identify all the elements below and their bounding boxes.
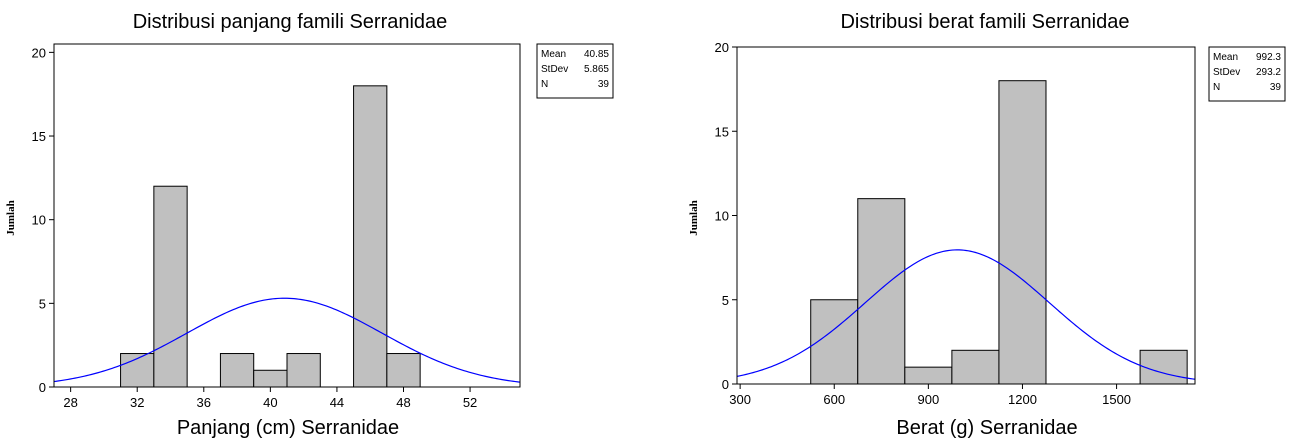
histogram-bar [219, 353, 255, 388]
stat-label: StDev [541, 64, 568, 75]
x-tick-label: 40 [263, 395, 277, 410]
x-axis-label: Panjang (cm) Serranidae [177, 417, 399, 439]
histogram-bar [253, 369, 288, 388]
chart-title: Distribusi berat famili Serranidae [840, 11, 1129, 33]
stat-label: StDev [1213, 67, 1240, 78]
histogram-bar [857, 198, 906, 385]
x-tick-label: 900 [918, 392, 940, 407]
y-axis: 0 5 10 15 20 [32, 45, 54, 395]
y-tick-label: 0 [722, 377, 729, 392]
stat-value: 992.3 [1256, 52, 1281, 63]
histogram-bar [353, 85, 388, 388]
stat-value: 39 [598, 79, 610, 90]
normal-fit-curve [736, 249, 1196, 380]
stat-label: N [1213, 82, 1220, 93]
y-axis-label: Jumlah [688, 200, 700, 235]
chart-title: Distribusi panjang famili Serranidae [133, 11, 448, 33]
histogram-panjang: Distribusi panjang famili Serranidae Pan… [5, 11, 614, 439]
normal-fit-curve [53, 297, 521, 383]
stats-box [536, 43, 614, 99]
y-tick-label: 0 [39, 380, 46, 395]
y-tick-label: 10 [715, 209, 729, 224]
stat-label: N [541, 79, 548, 90]
y-tick-label: 15 [715, 124, 729, 139]
x-tick-label: 300 [729, 392, 751, 407]
x-tick-label: 600 [823, 392, 845, 407]
histogram-bar [386, 353, 421, 388]
y-tick-label: 20 [32, 45, 46, 60]
x-tick-label: 1500 [1102, 392, 1131, 407]
x-tick-label: 44 [330, 395, 344, 410]
stat-label: Mean [541, 49, 566, 60]
x-tick-label: 28 [63, 395, 77, 410]
stat-label: Mean [1213, 52, 1238, 63]
stat-value: 293.2 [1256, 67, 1281, 78]
x-tick-label: 36 [197, 395, 211, 410]
histogram-bar [904, 366, 953, 385]
histogram-bar [153, 185, 188, 388]
x-tick-label: 32 [130, 395, 144, 410]
x-tick-label: 48 [396, 395, 410, 410]
y-tick-label: 10 [32, 213, 46, 228]
histogram-bar [998, 80, 1047, 385]
histogram-bar [810, 299, 859, 385]
stats-legend: Mean 40.85 StDev 5.865 N 39 [536, 43, 614, 99]
x-tick-label: 1200 [1008, 392, 1037, 407]
y-axis: 0 5 10 15 20 [715, 40, 737, 392]
plot-frame [736, 46, 1196, 385]
stat-value: 5.865 [584, 64, 609, 75]
stat-value: 39 [1270, 82, 1282, 93]
chart-panel-panjang: Distribusi panjang famili Serranidae Pan… [5, 11, 614, 439]
y-tick-label: 5 [39, 296, 46, 311]
x-axis: 28 32 36 40 44 48 52 [63, 387, 477, 410]
histogram-bar [286, 353, 321, 388]
plot-frame [53, 43, 521, 388]
stats-box [1208, 46, 1286, 102]
stat-value: 40.85 [584, 49, 609, 60]
y-tick-label: 20 [715, 40, 729, 55]
histogram-bar [951, 349, 1000, 385]
bars-group [120, 85, 421, 388]
bars-group [810, 80, 1188, 385]
y-tick-label: 5 [722, 293, 729, 308]
histogram-bar [1139, 349, 1188, 385]
stats-legend: Mean 992.3 StDev 293.2 N 39 [1208, 46, 1286, 102]
x-axis-label: Berat (g) Serranidae [896, 417, 1077, 439]
x-axis: 300 600 900 1200 1500 [729, 384, 1131, 407]
x-tick-label: 52 [463, 395, 477, 410]
histogram-berat: Distribusi berat famili Serranidae Berat… [688, 11, 1286, 439]
chart-panel-berat: Distribusi berat famili Serranidae Berat… [645, 0, 1290, 443]
y-tick-label: 15 [32, 129, 46, 144]
y-axis-label: Jumlah [5, 200, 17, 235]
